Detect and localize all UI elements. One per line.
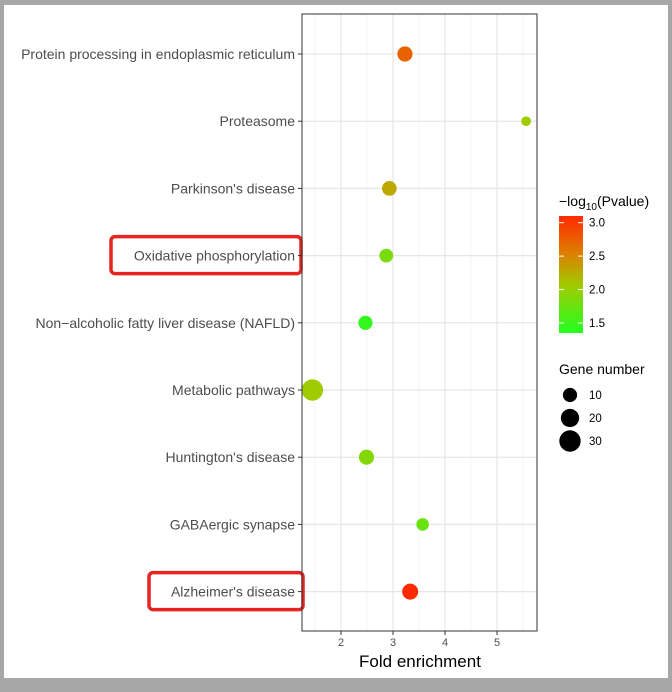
data-point [358,449,375,465]
colorbar-ticks: 3.0 2.5 2.0 1.5 [559,218,605,330]
watermark-text: 知乎 @生信小达人 [514,653,655,672]
data-point [416,518,429,531]
x-tick-label: 2 [338,637,344,649]
grid-lines [302,14,537,631]
highlight-box [147,570,305,612]
data-point [402,583,419,600]
size-legend-title: Gene number [559,361,645,377]
x-tick-label: 4 [442,637,448,649]
size-legend-label: 30 [589,436,602,448]
data-point [382,181,397,196]
colorbar-tick-label: 2.5 [589,251,605,263]
color-legend-title: −log10(Pvalue) [559,193,649,213]
colorbar [559,216,583,333]
size-legend-dot [560,408,580,428]
size-legend-label: 10 [589,390,602,402]
data-point [521,116,532,127]
x-tick-label: 5 [494,637,500,649]
category-label: Non−alcoholic fatty liver disease (NAFLD… [36,315,296,331]
category-label: Parkinson's disease [171,180,295,196]
category-labels: Protein processing in endoplasmic reticu… [21,46,302,600]
category-label: Huntington's disease [165,449,295,465]
category-label: Protein processing in endoplasmic reticu… [21,46,295,62]
data-points [301,46,532,600]
size-legend-label: 20 [589,413,602,425]
size-legend: Gene number 10 20 30 [559,361,645,452]
category-label: GABAergic synapse [170,516,295,532]
size-legend-items: 10 20 30 [559,387,602,452]
colorbar-tick-label: 2.0 [589,285,605,297]
category-label: Oxidative phosphorylation [134,248,295,264]
size-legend-dot [562,387,578,403]
category-label: Metabolic pathways [172,382,295,398]
category-label: Alzheimer's disease [171,584,295,600]
data-point [301,379,324,401]
category-label: Proteasome [220,113,296,129]
x-tick-label: 3 [390,637,396,649]
data-point [397,46,413,62]
x-axis-title: Fold enrichment [359,652,481,671]
data-point [379,248,394,263]
size-legend-dot [559,430,581,452]
color-legend: −log10(Pvalue) 3.0 2.5 2.0 1.5 [559,193,649,333]
colorbar-tick-label: 1.5 [589,318,605,330]
x-axis-ticks: 2 3 4 5 [338,631,500,649]
colorbar-tick-label: 3.0 [589,218,605,230]
data-point [358,315,373,330]
plot-border [301,13,538,632]
